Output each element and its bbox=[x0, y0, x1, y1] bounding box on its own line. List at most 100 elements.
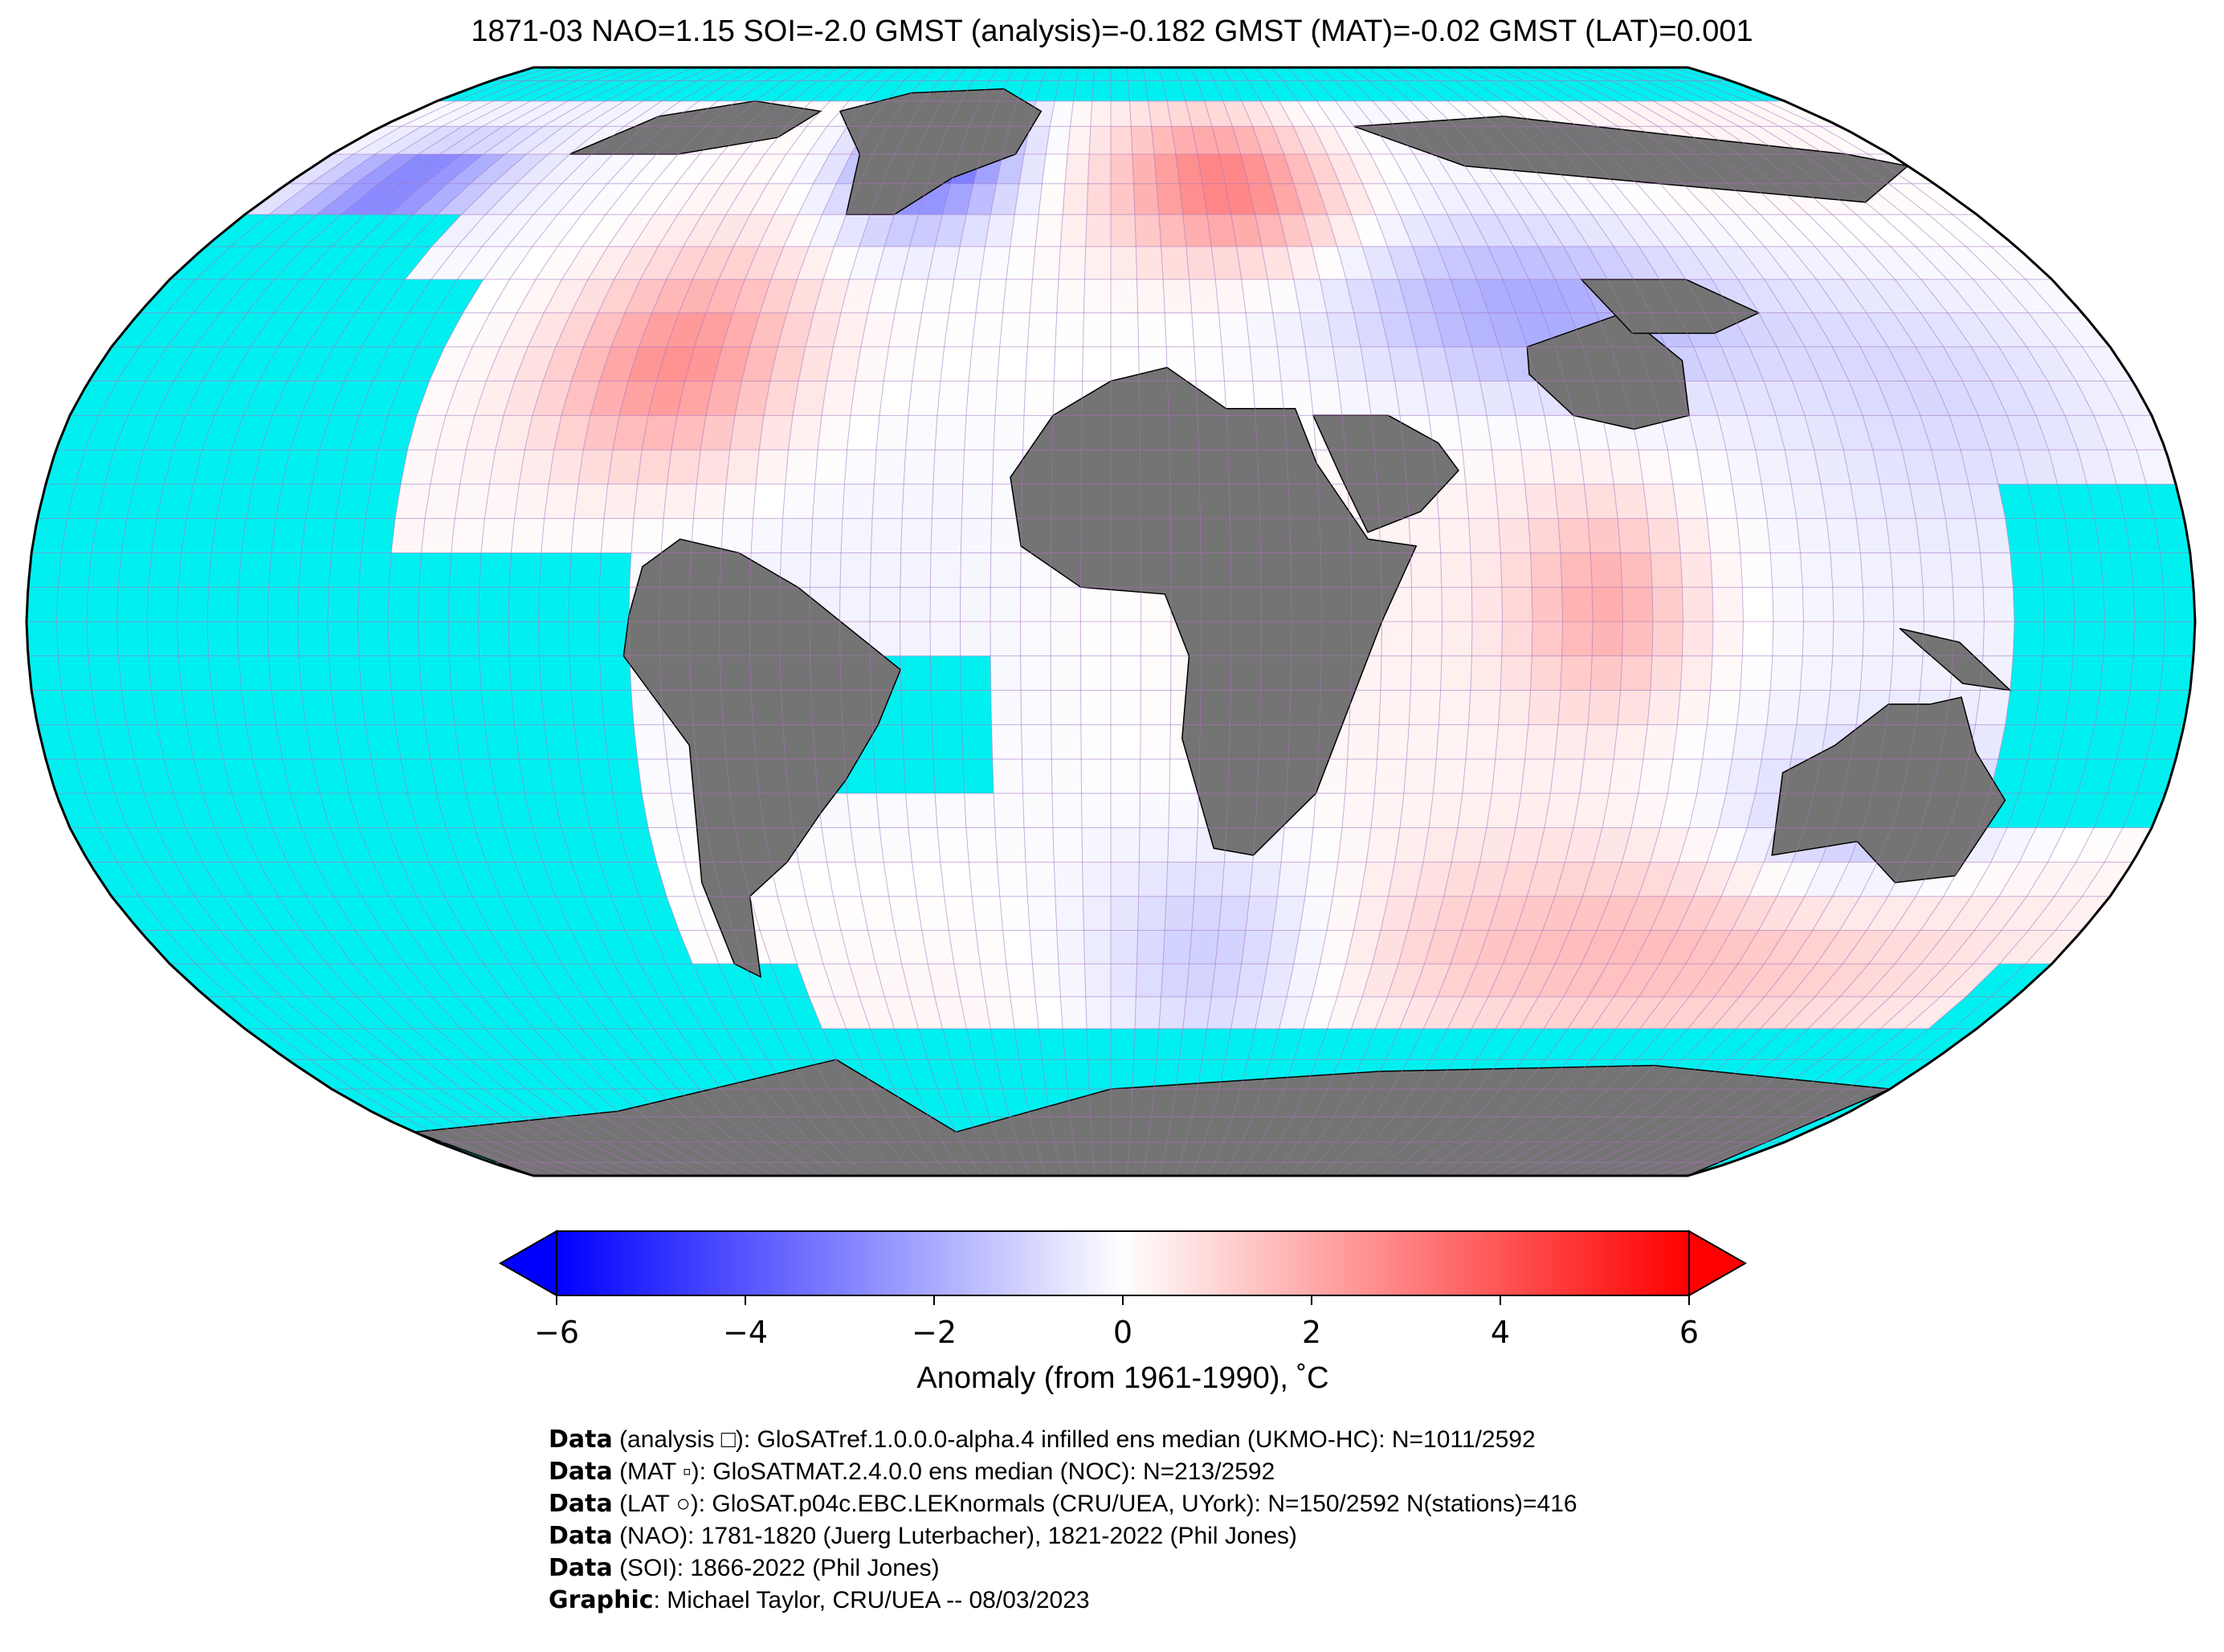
anomaly-cell bbox=[1084, 964, 1111, 997]
anomaly-cell bbox=[1373, 100, 1415, 127]
anomaly-cell bbox=[701, 183, 745, 215]
anomaly-cell bbox=[1443, 346, 1480, 381]
anomaly-cell bbox=[940, 346, 973, 381]
anomaly-cell bbox=[1281, 827, 1313, 863]
anomaly-cell bbox=[590, 381, 628, 416]
anomaly-cell bbox=[1909, 483, 1946, 519]
anomaly-cell bbox=[1618, 518, 1651, 553]
anomaly-cell bbox=[667, 896, 706, 931]
anomaly-cell bbox=[1287, 964, 1320, 997]
anomaly-cell bbox=[834, 997, 871, 1029]
anomaly-cell bbox=[855, 862, 889, 897]
anomaly-cell bbox=[1500, 655, 1532, 691]
anomaly-cell bbox=[1381, 896, 1417, 931]
anomaly-cell bbox=[1019, 154, 1047, 184]
anomaly-cell bbox=[1471, 862, 1508, 897]
anomaly-cell bbox=[1614, 246, 1660, 279]
anomaly-cell bbox=[1920, 415, 1961, 451]
anomaly-cell bbox=[1726, 450, 1762, 484]
anomaly-cell bbox=[2047, 827, 2094, 863]
anomaly-cell bbox=[1021, 724, 1052, 760]
anomaly-cell bbox=[1998, 346, 2048, 381]
anomaly-cell bbox=[573, 483, 608, 519]
anomaly-cell bbox=[396, 126, 463, 154]
anomaly-cell bbox=[1705, 183, 1761, 215]
anomaly-cell bbox=[1691, 100, 1760, 127]
anomaly-cell bbox=[1111, 312, 1139, 347]
anomaly-cell bbox=[870, 622, 900, 656]
land-masses bbox=[414, 88, 2013, 1176]
anomaly-cell bbox=[1175, 154, 1202, 184]
anomaly-cell bbox=[900, 518, 932, 553]
anomaly-cell bbox=[1718, 793, 1756, 828]
anomaly-cell bbox=[1083, 312, 1111, 347]
anomaly-cell bbox=[1372, 279, 1408, 313]
anomaly-cell bbox=[1650, 827, 1689, 863]
anomaly-cell bbox=[1800, 126, 1869, 154]
anomaly-cell bbox=[1659, 183, 1712, 215]
anomaly-cell bbox=[1111, 724, 1141, 760]
anomaly-cell bbox=[1777, 346, 1821, 381]
anomaly-cell bbox=[770, 246, 810, 279]
anomaly-cell bbox=[1990, 246, 2052, 279]
anomaly-cell bbox=[985, 214, 1015, 247]
anomaly-cell bbox=[840, 553, 871, 588]
anomaly-cell bbox=[1225, 183, 1255, 215]
anomaly-cell bbox=[826, 346, 861, 381]
anomaly-cell bbox=[1471, 587, 1503, 622]
anomaly-cell bbox=[1051, 759, 1082, 793]
anomaly-cell bbox=[1202, 183, 1231, 215]
anomaly-cell bbox=[1980, 553, 2014, 588]
anomaly-cell bbox=[1111, 862, 1140, 897]
anomaly-cell bbox=[900, 587, 931, 622]
anomaly-cell bbox=[1707, 827, 1747, 863]
anomaly-cell bbox=[606, 183, 654, 215]
anomaly-cell bbox=[900, 622, 931, 656]
anomaly-cell bbox=[1865, 246, 1921, 279]
anomaly-cell bbox=[1856, 997, 1916, 1029]
anomaly-cell bbox=[1212, 126, 1241, 154]
anomaly-cell bbox=[583, 100, 643, 127]
anomaly-cell bbox=[1969, 724, 2006, 760]
anomaly-cell bbox=[962, 450, 994, 484]
anomaly-cell bbox=[1508, 381, 1545, 416]
anomaly-cell bbox=[1895, 930, 1948, 965]
anomaly-cell bbox=[1111, 279, 1138, 313]
anomaly-cell bbox=[1592, 622, 1623, 656]
colorbar-extend-low bbox=[498, 1230, 557, 1297]
anomaly-cell bbox=[1353, 896, 1389, 931]
anomaly-cell bbox=[1638, 246, 1686, 279]
anomaly-cell bbox=[1749, 346, 1793, 381]
anomaly-cell bbox=[777, 896, 814, 931]
anomaly-cell bbox=[2082, 862, 2133, 897]
anomaly-cell bbox=[598, 279, 641, 313]
anomaly-cell bbox=[648, 381, 685, 416]
anomaly-cell bbox=[1458, 793, 1492, 828]
anomaly-cell bbox=[1436, 483, 1469, 519]
anomaly-cell bbox=[1867, 896, 1916, 931]
anomaly-cell bbox=[699, 154, 743, 184]
new-guinea-land bbox=[1899, 627, 2013, 691]
anomaly-cell bbox=[1303, 214, 1337, 247]
anomaly-cell bbox=[1111, 622, 1141, 656]
anomaly-cell bbox=[2048, 450, 2087, 484]
anomaly-cell bbox=[1614, 483, 1648, 519]
anomaly-cell bbox=[1710, 553, 1743, 588]
anomaly-cell bbox=[990, 690, 1022, 725]
anomaly-cell bbox=[456, 214, 510, 247]
anomaly-cell bbox=[1545, 415, 1580, 451]
anomaly-cell bbox=[1252, 381, 1284, 416]
anomaly-cell bbox=[381, 100, 456, 127]
anomaly-cell bbox=[533, 381, 572, 416]
anomaly-cell bbox=[972, 312, 1003, 347]
anomaly-cell bbox=[1138, 862, 1168, 897]
anomaly-cell bbox=[1983, 622, 2014, 656]
anomaly-cell bbox=[1931, 450, 1969, 484]
colorbar-tick-label: 0 bbox=[1113, 1315, 1132, 1350]
anomaly-cell bbox=[1623, 896, 1667, 931]
anomaly-cell bbox=[483, 246, 533, 279]
anomaly-cell bbox=[1111, 896, 1139, 931]
anomaly-cell bbox=[826, 862, 861, 897]
anomaly-cell bbox=[1520, 450, 1555, 484]
anomaly-cell bbox=[822, 827, 855, 863]
